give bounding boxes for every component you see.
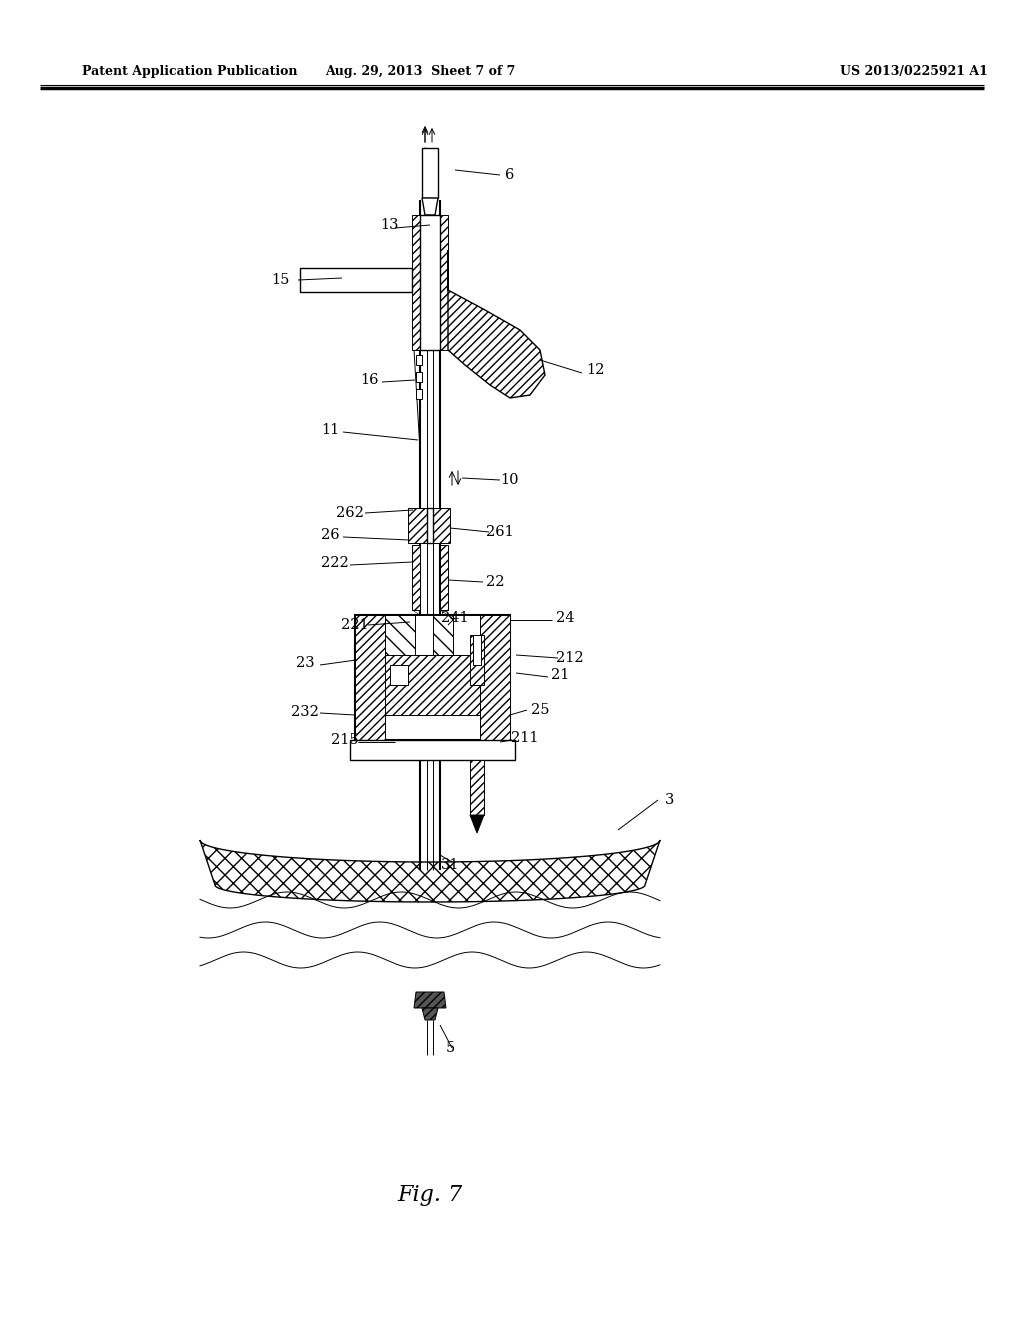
Bar	[355, 615, 510, 741]
Text: 13: 13	[381, 218, 399, 232]
Bar	[470, 760, 484, 814]
Text: 262: 262	[336, 506, 364, 520]
Text: US 2013/0225921 A1: US 2013/0225921 A1	[840, 66, 988, 78]
Bar	[427, 508, 433, 543]
Bar	[422, 148, 438, 198]
Polygon shape	[470, 814, 484, 833]
Bar	[473, 635, 481, 665]
Bar	[385, 655, 480, 715]
Bar	[408, 508, 427, 543]
Bar	[412, 215, 420, 350]
Text: 24: 24	[556, 611, 574, 624]
Bar	[480, 615, 510, 741]
Bar	[433, 615, 453, 655]
Text: Patent Application Publication: Patent Application Publication	[82, 66, 298, 78]
Bar	[355, 615, 385, 741]
Bar	[440, 215, 449, 350]
Text: 26: 26	[321, 528, 339, 543]
Text: 222: 222	[322, 556, 349, 570]
Bar	[350, 741, 515, 760]
Bar	[385, 615, 415, 655]
Polygon shape	[422, 1008, 438, 1020]
Text: 241: 241	[441, 611, 469, 624]
Text: 25: 25	[530, 704, 549, 717]
Polygon shape	[414, 993, 446, 1008]
Text: 15: 15	[270, 273, 289, 286]
Bar	[412, 545, 420, 610]
Polygon shape	[200, 840, 660, 902]
Bar	[433, 508, 450, 543]
Bar	[420, 215, 440, 350]
Text: 221: 221	[341, 618, 369, 632]
Text: 215: 215	[331, 733, 358, 747]
Text: 31: 31	[440, 858, 459, 873]
Bar	[416, 389, 422, 399]
Bar	[390, 665, 408, 685]
Text: Aug. 29, 2013  Sheet 7 of 7: Aug. 29, 2013 Sheet 7 of 7	[325, 66, 515, 78]
Text: 211: 211	[511, 731, 539, 744]
Text: 3: 3	[666, 793, 675, 807]
Text: 10: 10	[501, 473, 519, 487]
Text: 21: 21	[551, 668, 569, 682]
Text: 261: 261	[486, 525, 514, 539]
Text: 212: 212	[556, 651, 584, 665]
Bar	[416, 355, 422, 366]
Bar	[440, 545, 449, 610]
Bar	[416, 372, 422, 381]
Bar	[300, 268, 412, 292]
Text: 232: 232	[291, 705, 318, 719]
Text: 12: 12	[586, 363, 604, 378]
Text: 23: 23	[296, 656, 314, 671]
Polygon shape	[422, 198, 438, 215]
Bar	[385, 615, 480, 655]
Text: 22: 22	[485, 576, 504, 589]
Bar	[470, 635, 484, 685]
Text: Fig. 7: Fig. 7	[397, 1184, 463, 1206]
Polygon shape	[449, 249, 545, 399]
Text: 16: 16	[360, 374, 379, 387]
Text: 6: 6	[505, 168, 515, 182]
Text: 5: 5	[445, 1041, 455, 1055]
Text: 11: 11	[321, 422, 339, 437]
